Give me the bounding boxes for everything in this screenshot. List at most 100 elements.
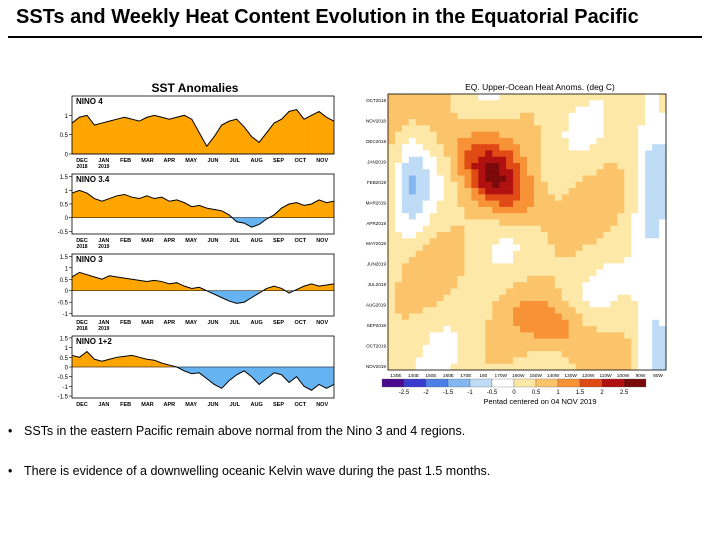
heatmap-cell	[589, 194, 597, 201]
heatmap-cell	[596, 244, 604, 252]
year-label: 2018	[76, 244, 87, 250]
heatmap-cell	[596, 213, 604, 220]
heatmap-cell	[575, 338, 583, 346]
heatmap-cell	[561, 301, 569, 308]
heatmap-cell	[659, 232, 667, 239]
heatmap-cell	[394, 206, 403, 214]
heatmap-cell	[478, 169, 486, 176]
heatmap-cell	[624, 288, 632, 296]
heatmap-cell	[540, 219, 549, 227]
heatmap-cell	[589, 294, 597, 302]
heatmap-cell	[492, 112, 500, 120]
heatmap-cell	[527, 219, 535, 227]
heatmap-cell	[499, 319, 507, 327]
heatmap-cell	[589, 200, 597, 208]
heatmap-cell	[415, 282, 424, 289]
sst-anomaly-area-segment	[169, 117, 178, 155]
colorbar: -2.5 -2 -1.5 -1 -0.5 0 0.5 1 1.5 2 2.5	[381, 378, 647, 396]
heatmap-cell	[478, 269, 486, 277]
heatmap-cell	[394, 363, 403, 371]
heatmap-cell	[471, 188, 479, 195]
heatmap-cell	[561, 275, 569, 283]
heatmap-cell	[429, 225, 437, 233]
heatmap-cell	[401, 150, 410, 158]
month-label: FEB	[120, 402, 131, 408]
sst-anomaly-area-segment	[258, 132, 267, 155]
heatmap-cell	[582, 169, 590, 176]
heatmap-cell	[457, 163, 465, 170]
heatmap-cell	[659, 269, 667, 277]
month-label: MAY	[185, 238, 197, 244]
heatmap-cell	[429, 351, 437, 358]
month-label: NOV	[316, 238, 328, 244]
heatmap-cell	[471, 206, 479, 214]
longitude-label: 150E	[425, 373, 436, 379]
heatmap-cell	[450, 357, 458, 365]
heatmap-cell	[478, 94, 486, 101]
heatmap-cell	[388, 313, 396, 321]
heatmap-cell	[554, 131, 563, 139]
heatmap-cell	[436, 351, 444, 358]
heatmap-cell	[401, 363, 410, 371]
heatmap-cell	[652, 238, 660, 245]
heatmap-cell	[659, 112, 667, 120]
heatmap-cell	[443, 100, 451, 107]
heatmap-cell	[561, 307, 569, 314]
heatmap-cell	[575, 288, 583, 296]
heatmap-cell	[638, 250, 646, 258]
heatmap-cell	[499, 363, 507, 371]
heatmap-cell	[429, 156, 437, 164]
heatmap-cell	[388, 357, 396, 365]
heatmap-cell	[624, 150, 632, 158]
heatmap-cell	[478, 225, 486, 233]
heatmap-cell	[506, 332, 514, 339]
heatmap-cell	[631, 238, 639, 245]
heatmap-cell	[533, 188, 542, 195]
heatmap-cell	[659, 275, 667, 283]
sst-anomaly-area-segment	[228, 118, 237, 155]
heatmap-cell	[464, 125, 472, 132]
heatmap-cell	[603, 219, 611, 227]
heatmap-cell	[631, 225, 639, 233]
sst-anomaly-area-segment	[116, 356, 125, 368]
heatmap-cell	[457, 282, 465, 289]
heatmap-cell	[513, 119, 521, 126]
heatmap-cell	[652, 119, 660, 126]
heatmap-cell	[652, 150, 660, 158]
heatmap-cell	[513, 169, 521, 176]
heatmap-cell	[485, 357, 493, 365]
heatmap-cell	[631, 326, 639, 333]
heatmap-cell	[429, 137, 437, 145]
heatmap-cell	[547, 238, 556, 245]
heatmap-cell	[547, 319, 556, 327]
heatmap-cell	[478, 344, 486, 352]
heatmap-cell	[457, 319, 465, 327]
heatmap-cell	[457, 313, 465, 321]
heatmap-cell	[506, 269, 514, 277]
heatmap-cell	[527, 351, 535, 358]
heatmap-cell	[610, 250, 618, 258]
heatmap-cell	[617, 282, 625, 289]
heatmap-cell	[575, 213, 583, 220]
heatmap-cell	[394, 100, 403, 107]
heatmap-cell	[603, 294, 611, 302]
heatmap-cell	[582, 181, 590, 189]
heatmap-cell	[617, 357, 625, 365]
heatmap-cell	[589, 213, 597, 220]
y-tick-label: 0.5	[60, 203, 69, 209]
heatmap-cell	[561, 100, 569, 107]
heatmap-cell	[485, 112, 493, 120]
heatmap-cell	[436, 144, 444, 151]
heatmap-cell	[624, 263, 632, 270]
heatmap-cell	[652, 282, 660, 289]
heatmap-cell	[582, 219, 590, 227]
heatmap-cell	[415, 351, 424, 358]
heatmap-cell	[450, 269, 458, 277]
heatmap-cell	[540, 200, 549, 208]
heatmap-cell	[527, 357, 535, 365]
heatmap-cell	[652, 175, 660, 183]
heatmap-cell	[520, 275, 528, 283]
sst-anomaly-area-segment	[326, 116, 335, 155]
heatmap-cell	[429, 100, 437, 107]
heatmap-cell	[443, 244, 451, 252]
